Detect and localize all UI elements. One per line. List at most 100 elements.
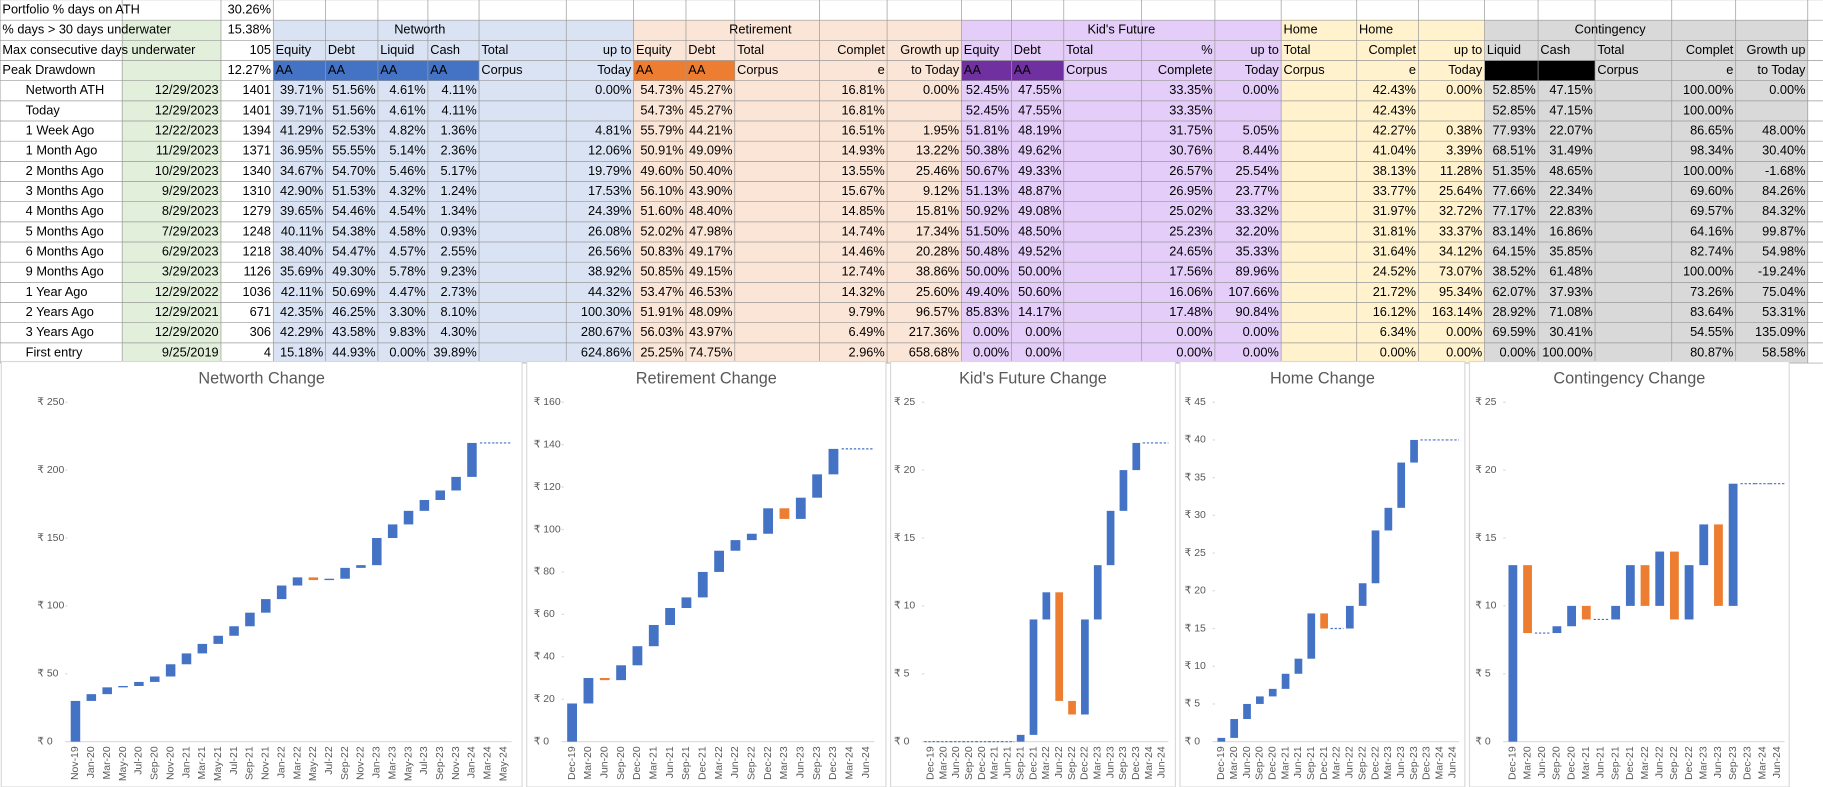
- cell: 52.45%: [966, 82, 1009, 97]
- column-fill: [1418, 20, 1485, 364]
- x-tick-label: Sep-21: [245, 746, 256, 780]
- cell: 50.00%: [1018, 264, 1061, 279]
- x-tick-label: Mar-21: [197, 746, 208, 779]
- column-header: Total: [737, 42, 764, 57]
- x-tick-label: Sep-22: [1669, 746, 1680, 780]
- x-tick-label: Jun-24: [861, 746, 872, 778]
- cell: 0.00%: [1446, 324, 1482, 339]
- cell: 50.40%: [689, 163, 732, 178]
- x-tick-label: Dec-23: [1422, 746, 1433, 780]
- cell: 3.39%: [1446, 143, 1482, 158]
- step-bar: [372, 537, 382, 566]
- y-tick-label: ₹ 40: [1185, 435, 1206, 446]
- cell: 0.00%: [595, 82, 631, 97]
- aa-fill: [325, 60, 378, 81]
- cell: -1.68%: [1765, 163, 1805, 178]
- column-header: AA: [1014, 62, 1032, 77]
- step-bar: [1106, 510, 1115, 566]
- cell: 8.10%: [441, 304, 477, 319]
- cell: 80.87%: [1690, 344, 1733, 359]
- x-tick-label: Dec-20: [632, 746, 643, 780]
- x-tick-label: Mar-24: [1757, 746, 1768, 779]
- cell: 47.55%: [1018, 82, 1061, 97]
- cell: 44.21%: [689, 122, 732, 137]
- cell: 52.85%: [1492, 102, 1535, 117]
- column-header: Debt: [1014, 42, 1041, 57]
- step-bar: [1217, 737, 1226, 742]
- cell: 75.04%: [1762, 284, 1805, 299]
- cell: 12.74%: [841, 264, 884, 279]
- cell: 31.64%: [1373, 243, 1416, 258]
- step-bar: [1552, 626, 1562, 634]
- cell: 54.73%: [640, 102, 683, 117]
- x-tick-label: Jul-23: [419, 746, 430, 775]
- step-bar: [1029, 619, 1038, 735]
- cell: 55.79%: [640, 122, 683, 137]
- cell: 35.85%: [1549, 243, 1592, 258]
- cell: -19.24%: [1758, 264, 1806, 279]
- column-fill: [1595, 20, 1672, 364]
- column-header: AA: [1540, 62, 1558, 77]
- summary-value: 12.27%: [228, 62, 271, 77]
- x-tick-label: Mar-20: [583, 746, 594, 779]
- step-bar: [795, 497, 806, 519]
- x-tick-label: Mar-21: [649, 746, 660, 779]
- step-bar: [1358, 583, 1367, 606]
- cell: 0.00%: [389, 344, 425, 359]
- x-tick-label: Mar-20: [1522, 746, 1533, 779]
- step-bar: [1508, 565, 1518, 742]
- column-header: Complet: [837, 42, 885, 57]
- cell: 0.00%: [1446, 344, 1482, 359]
- x-tick-label: Jun-22: [730, 746, 741, 778]
- step-bar: [1640, 565, 1650, 606]
- cell: 11.28%: [1440, 163, 1482, 178]
- cell: 73.07%: [1439, 264, 1482, 279]
- aa-fill: [377, 60, 428, 81]
- cell: 50.92%: [966, 203, 1009, 218]
- cell: 1.36%: [441, 122, 477, 137]
- cell: 2.55%: [441, 243, 477, 258]
- cell: 49.52%: [1018, 243, 1061, 258]
- cell: 9.83%: [389, 324, 425, 339]
- cell: 51.35%: [1492, 163, 1535, 178]
- y-tick-label: ₹ 15: [1475, 533, 1496, 544]
- step-bar: [1081, 619, 1089, 715]
- column-fill: [1281, 20, 1357, 364]
- x-tick-label: Nov-21: [261, 746, 272, 780]
- x-tick-label: Dec-19: [1508, 746, 1519, 780]
- cell: 50.60%: [1018, 284, 1061, 299]
- cell: 100.00%: [1542, 344, 1592, 359]
- cell: 0.00%: [1500, 344, 1536, 359]
- cell: 25.46%: [916, 163, 959, 178]
- cell: 52.85%: [1492, 82, 1535, 97]
- y-tick-label: ₹ 0: [1185, 736, 1201, 747]
- column-header: Today: [597, 62, 632, 77]
- y-tick-label: ₹ 20: [534, 694, 555, 705]
- cell: 5.17%: [441, 163, 477, 178]
- step-bar: [828, 448, 839, 475]
- cell: 90.84%: [1236, 304, 1279, 319]
- cell: 17.48%: [1169, 304, 1212, 319]
- step-bar: [812, 474, 823, 498]
- column-header: Debt: [328, 42, 355, 57]
- y-tick-label: ₹ 0: [534, 736, 550, 747]
- cell: 54.38%: [332, 223, 375, 238]
- cell: 46.53%: [689, 284, 732, 299]
- step-bar: [1345, 605, 1354, 629]
- cell: 5.78%: [389, 264, 425, 279]
- step-bar: [746, 533, 757, 541]
- y-tick-label: ₹ 25: [1475, 397, 1496, 408]
- step-bar: [1068, 700, 1076, 715]
- x-tick-label: Mar-22: [714, 746, 725, 779]
- x-tick-label: Sep-22: [1357, 746, 1368, 780]
- y-tick-label: ₹ 0: [1475, 736, 1491, 747]
- cell: 48.19%: [1018, 122, 1061, 137]
- step-bar: [435, 490, 445, 500]
- cell: 0.00%: [1176, 324, 1212, 339]
- cell: 4.61%: [389, 82, 425, 97]
- cell: 31.81%: [1373, 223, 1416, 238]
- x-tick-label: Mar-20: [102, 746, 113, 779]
- cell: 95.34%: [1439, 284, 1482, 299]
- cell: 38.13%: [1373, 163, 1416, 178]
- row-label: 3 Months Ago: [26, 183, 104, 198]
